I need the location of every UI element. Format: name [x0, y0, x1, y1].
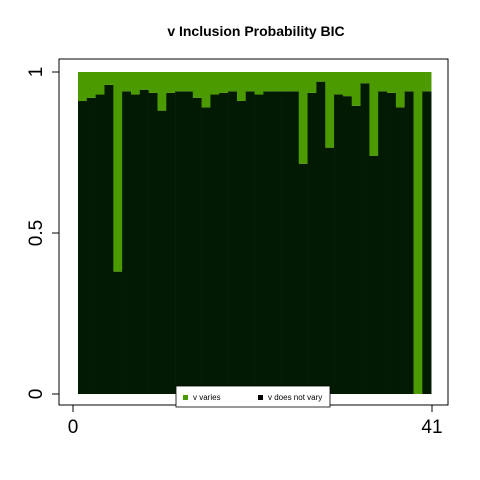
bar-varies-6 — [122, 72, 132, 92]
bar-does-not-vary-3 — [95, 94, 105, 394]
bar-does-not-vary-26 — [298, 163, 308, 394]
bar-varies-9 — [148, 72, 158, 93]
bar-does-not-vary-9 — [148, 92, 158, 395]
legend-swatch-v-does-not-vary — [258, 395, 263, 400]
bar-varies-29 — [325, 72, 335, 148]
bar-varies-31 — [342, 72, 353, 97]
bar-varies-22 — [263, 72, 273, 92]
bar-varies-38 — [404, 72, 414, 92]
bar-varies-15 — [201, 72, 211, 108]
bar-does-not-vary-4 — [104, 84, 114, 394]
y-tick-label-0.5: 0.5 — [26, 220, 47, 246]
bar-does-not-vary-14 — [192, 97, 202, 394]
bar-does-not-vary-10 — [157, 110, 167, 394]
bar-varies-8 — [139, 72, 149, 90]
bar-varies-1 — [78, 72, 88, 101]
x-axis: 0 41 — [68, 404, 443, 438]
bar-varies-32 — [351, 72, 361, 106]
bar-does-not-vary-28 — [316, 81, 326, 394]
bar-varies-35 — [378, 72, 388, 92]
y-axis: 00.51 — [26, 67, 60, 400]
bar-does-not-vary-8 — [139, 89, 149, 395]
bar-varies-5 — [113, 72, 123, 272]
bar-varies-11 — [166, 72, 176, 93]
y-tick-label-1: 1 — [26, 67, 47, 78]
legend-box — [175, 385, 331, 408]
x-tick-label-0: 0 — [68, 417, 79, 438]
bar-varies-39 — [413, 72, 423, 394]
bar-varies-40 — [422, 72, 432, 92]
bar-does-not-vary-18 — [228, 91, 238, 394]
bar-does-not-vary-11 — [166, 92, 176, 395]
legend-label-v-varies: v varies — [193, 393, 221, 402]
bar-varies-3 — [95, 72, 105, 95]
bar-does-not-vary-36 — [387, 92, 397, 395]
bar-varies-16 — [210, 72, 220, 95]
bar-does-not-vary-5 — [113, 271, 123, 394]
legend-label-v-does-not-vary: v does not vary — [268, 393, 322, 402]
bar-varies-21 — [254, 72, 264, 95]
bar-varies-2 — [86, 72, 96, 98]
bar-does-not-vary-16 — [210, 94, 220, 394]
bar-does-not-vary-29 — [325, 147, 335, 394]
bar-does-not-vary-7 — [130, 94, 141, 394]
bar-does-not-vary-15 — [201, 107, 211, 395]
bar-does-not-vary-2 — [86, 97, 96, 394]
bar-varies-17 — [219, 72, 229, 93]
x-tick-label-41: 41 — [421, 417, 442, 438]
bar-does-not-vary-25 — [289, 91, 300, 394]
bar-varies-19 — [236, 72, 247, 101]
bar-does-not-vary-38 — [404, 91, 414, 394]
bar-varies-36 — [387, 72, 397, 93]
bar-does-not-vary-6 — [122, 91, 132, 394]
bar-does-not-vary-33 — [360, 83, 370, 395]
bar-does-not-vary-27 — [307, 92, 317, 395]
bar-does-not-vary-30 — [334, 94, 344, 394]
bar-varies-12 — [175, 72, 185, 92]
bar-does-not-vary-37 — [395, 107, 405, 395]
bar-varies-27 — [307, 72, 317, 93]
bar-varies-4 — [104, 72, 114, 85]
bar-varies-20 — [245, 72, 255, 92]
bar-varies-13 — [183, 72, 194, 92]
bar-varies-33 — [360, 72, 370, 84]
bar-does-not-vary-24 — [281, 91, 291, 394]
bar-does-not-vary-21 — [254, 94, 264, 394]
bar-does-not-vary-23 — [272, 91, 282, 394]
bar-varies-14 — [192, 72, 202, 98]
y-tick-label-0: 0 — [26, 389, 47, 400]
bar-varies-24 — [281, 72, 291, 92]
bar-does-not-vary-20 — [245, 91, 255, 394]
bar-varies-26 — [298, 72, 308, 164]
bar-varies-7 — [130, 72, 141, 95]
bar-varies-10 — [157, 72, 167, 111]
bar-does-not-vary-19 — [236, 100, 247, 394]
bar-does-not-vary-35 — [378, 91, 388, 394]
bar-varies-30 — [334, 72, 344, 95]
bar-varies-28 — [316, 72, 326, 82]
bar-does-not-vary-40 — [422, 91, 432, 394]
bar-does-not-vary-17 — [219, 92, 229, 395]
bar-varies-23 — [272, 72, 282, 92]
bar-varies-25 — [289, 72, 300, 92]
chart-title: v Inclusion Probability BIC — [167, 23, 344, 39]
bars-group — [78, 72, 432, 395]
bar-does-not-vary-13 — [183, 91, 194, 394]
bar-does-not-vary-34 — [369, 155, 379, 394]
bar-does-not-vary-32 — [351, 105, 361, 394]
bar-varies-34 — [369, 72, 379, 156]
bar-does-not-vary-31 — [342, 96, 353, 395]
legend: v varies v does not vary — [175, 385, 331, 408]
bar-varies-37 — [395, 72, 405, 108]
bar-does-not-vary-1 — [78, 100, 88, 394]
bar-does-not-vary-22 — [263, 91, 273, 394]
legend-swatch-v-varies — [183, 395, 188, 400]
bar-varies-18 — [228, 72, 238, 92]
bar-does-not-vary-12 — [175, 91, 185, 394]
